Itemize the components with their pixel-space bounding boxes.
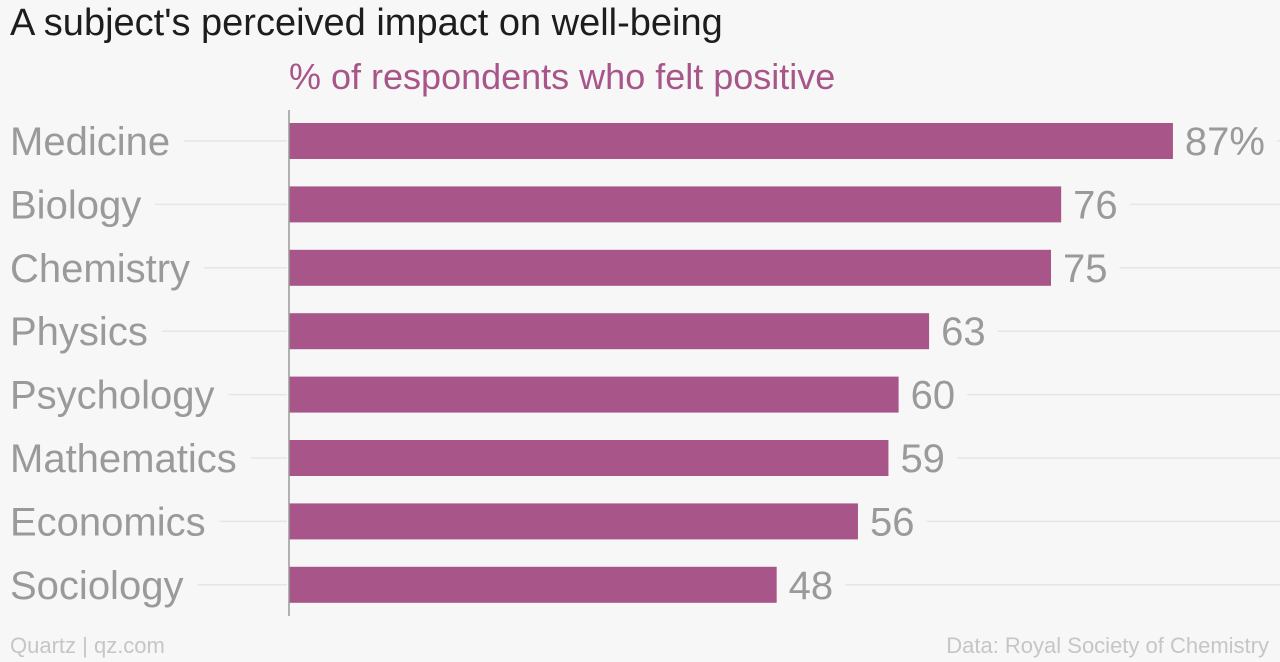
category-label: Economics: [10, 500, 206, 544]
bar-physics: [289, 313, 930, 350]
bar-sociology: [289, 566, 777, 603]
value-label: 75: [1063, 247, 1108, 291]
chart-subtitle: % of respondents who felt positive: [289, 56, 836, 97]
category-label: Sociology: [10, 564, 183, 608]
value-label: 60: [911, 374, 956, 418]
category-label: Psychology: [10, 374, 215, 418]
value-label: 48: [789, 564, 834, 608]
bars: [289, 123, 1173, 603]
chart-title: A subject's perceived impact on well-bei…: [10, 2, 723, 44]
bar-biology: [289, 186, 1062, 223]
value-label: 56: [870, 500, 915, 544]
bar-economics: [289, 503, 858, 540]
category-labels: Medicine Biology Chemistry Physics Psycholog…: [10, 120, 237, 608]
gridlines: [155, 140, 1280, 586]
footer-credit: Quartz | qz.com: [10, 633, 165, 658]
category-label: Physics: [10, 310, 148, 354]
bar-mathematics: [289, 440, 889, 476]
bar-medicine: [289, 123, 1173, 159]
value-labels: 87% 76 75 63 60 59 56 48: [789, 120, 1265, 608]
value-label: 76: [1073, 183, 1118, 227]
footer-source: Data: Royal Society of Chemistry: [946, 633, 1269, 658]
value-label: 59: [900, 437, 945, 481]
category-label: Chemistry: [10, 247, 190, 291]
category-label: Mathematics: [10, 437, 237, 481]
category-label: Medicine: [10, 120, 170, 164]
value-label: 87%: [1185, 120, 1265, 164]
bar-chemistry: [289, 249, 1051, 286]
category-label: Biology: [10, 183, 141, 227]
value-label: 63: [941, 310, 986, 354]
bar-psychology: [289, 376, 899, 413]
